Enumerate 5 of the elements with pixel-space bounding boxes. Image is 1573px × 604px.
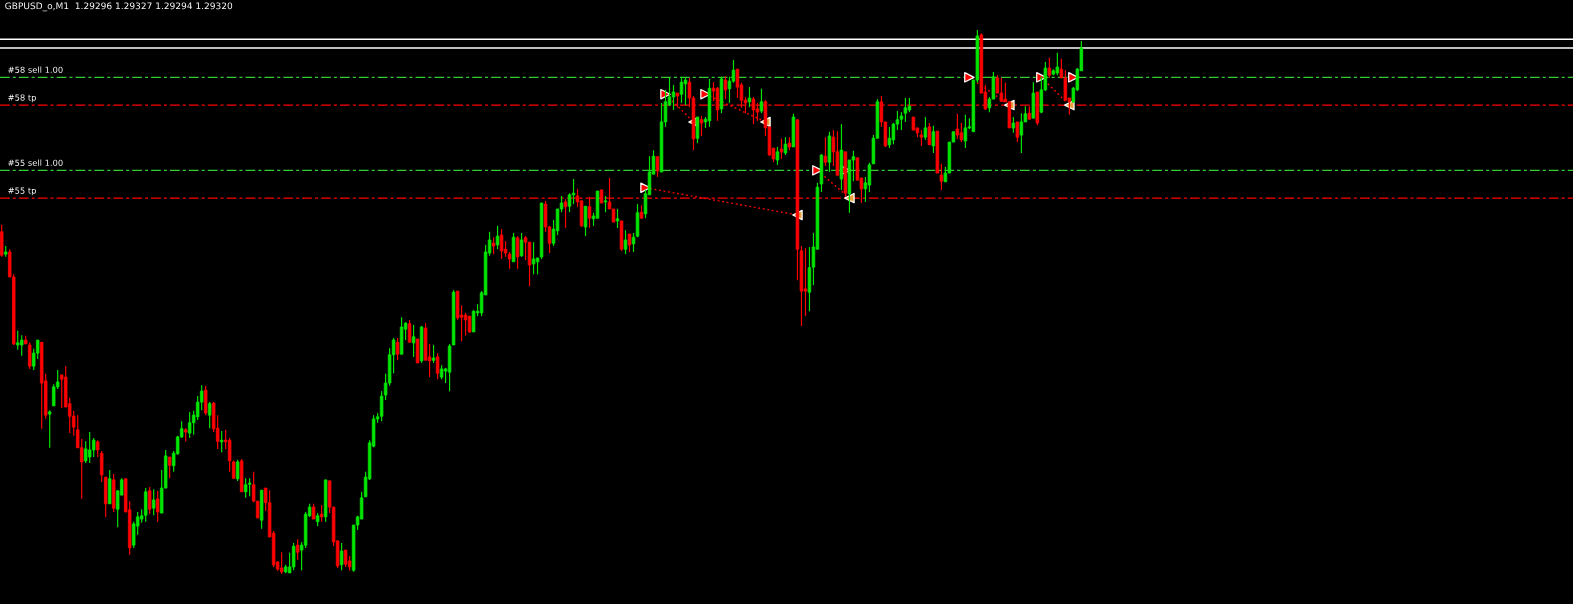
chart-title: GBPUSD_o,M1 1.29296 1.29327 1.29294 1.29320 (5, 2, 233, 12)
ref-line-label: #58 tp (8, 94, 36, 103)
ref-line-label: #58 sell 1.00 (8, 66, 63, 73)
ref-line-label: #55 sell 1.00 (8, 159, 63, 166)
ref-line-label: #55 tp (8, 187, 36, 196)
